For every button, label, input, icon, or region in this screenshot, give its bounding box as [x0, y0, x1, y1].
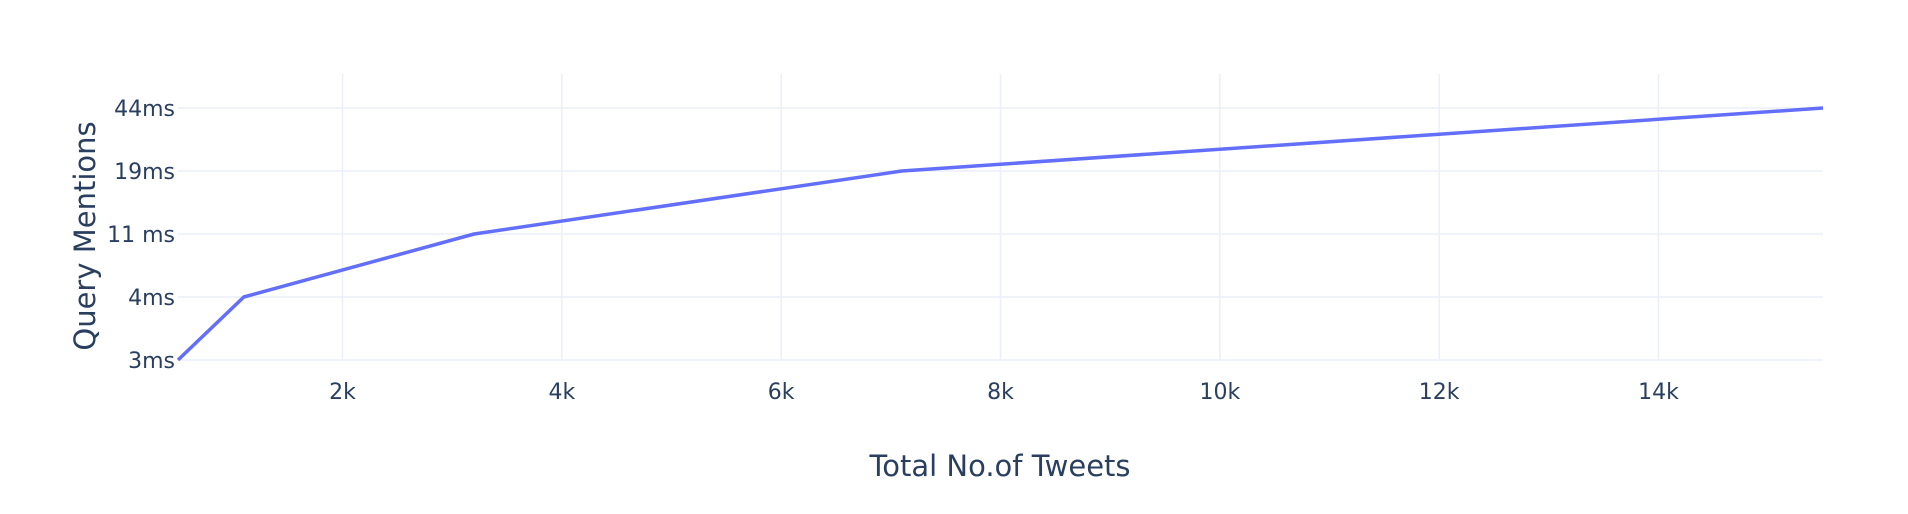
x-tick-label: 12k	[1419, 380, 1460, 405]
x-tick-label: 10k	[1199, 380, 1240, 405]
y-tick-label: 3ms	[128, 349, 175, 374]
x-tick-label: 6k	[768, 380, 795, 405]
y-tick-label: 19ms	[114, 160, 175, 185]
x-tick-label: 14k	[1638, 380, 1679, 405]
y-tick-label: 11 ms	[107, 223, 175, 248]
y-axis-title: Query Mentions	[68, 121, 102, 350]
x-tick-label: 8k	[987, 380, 1014, 405]
series-layer	[176, 106, 1824, 362]
x-tick-labels: 2k 4k 6k 8k 10k 12k 14k	[329, 380, 1679, 405]
y-tick-label: 4ms	[128, 286, 175, 311]
x-tick-label: 2k	[329, 380, 356, 405]
y-tick-labels: 3ms 4ms 11 ms 19ms 44ms	[107, 97, 175, 374]
y-tick-label: 44ms	[114, 97, 175, 122]
x-tick-label: 4k	[548, 380, 575, 405]
x-axis-title: Total No.of Tweets	[868, 449, 1130, 483]
grid-lines	[178, 74, 1823, 361]
